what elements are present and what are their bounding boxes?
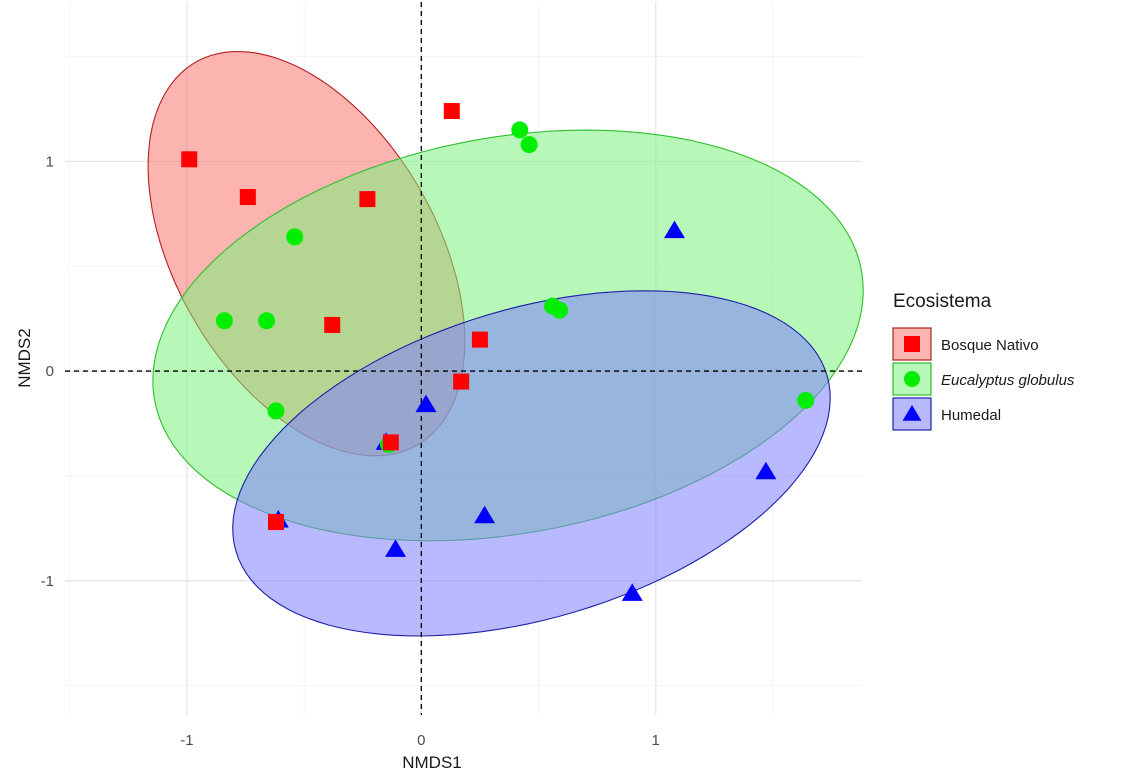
circle-point (258, 312, 276, 330)
legend-square-icon (904, 336, 920, 352)
x-axis-title: NMDS1 (402, 753, 462, 772)
triangle-point (755, 461, 777, 480)
ellipse-humedal (232, 290, 831, 637)
reference-lines (65, 2, 862, 715)
square-point (239, 189, 256, 206)
legend: Ecosistema Bosque Nativo Eucalyptus globu… (892, 291, 1075, 431)
square-point (181, 151, 198, 168)
legend-circle-icon (904, 371, 920, 387)
circle-point (551, 301, 569, 319)
square-point (471, 331, 488, 348)
square-point (324, 316, 341, 333)
circle-point (286, 228, 304, 246)
tick-labels: -1 0 1 -1 0 1 (41, 153, 660, 749)
circle-point (797, 391, 815, 409)
y-tick-label: 1 (46, 153, 54, 170)
x-tick-label: 1 (652, 732, 660, 749)
x-tick-label: -1 (180, 732, 193, 749)
legend-label: Bosque Nativo (941, 337, 1039, 354)
y-tick-label: -1 (41, 573, 54, 590)
data-points (181, 103, 815, 601)
triangle-point (474, 505, 496, 524)
triangle-point (385, 539, 407, 557)
square-point (443, 103, 460, 120)
square-point (382, 434, 399, 451)
legend-label: Humedal (941, 407, 1001, 424)
legend-key-triangle (892, 397, 932, 431)
confidence-ellipses (147, 50, 864, 637)
legend-title: Ecosistema (893, 291, 992, 312)
square-point (453, 373, 470, 390)
triangle-point (415, 394, 437, 413)
circle-point (511, 121, 529, 139)
y-axis-title: NMDS2 (15, 328, 34, 388)
circle-point (520, 136, 538, 154)
y-tick-label: 0 (46, 363, 54, 380)
x-tick-label: 0 (417, 732, 425, 749)
square-point (359, 191, 376, 208)
legend-triangle-icon (902, 405, 922, 421)
legend-label: Eucalyptus globulus (941, 372, 1075, 389)
square-point (267, 514, 284, 531)
triangle-point (621, 583, 643, 601)
triangle-point (663, 220, 685, 239)
circle-point (215, 312, 233, 330)
circle-point (267, 402, 285, 420)
